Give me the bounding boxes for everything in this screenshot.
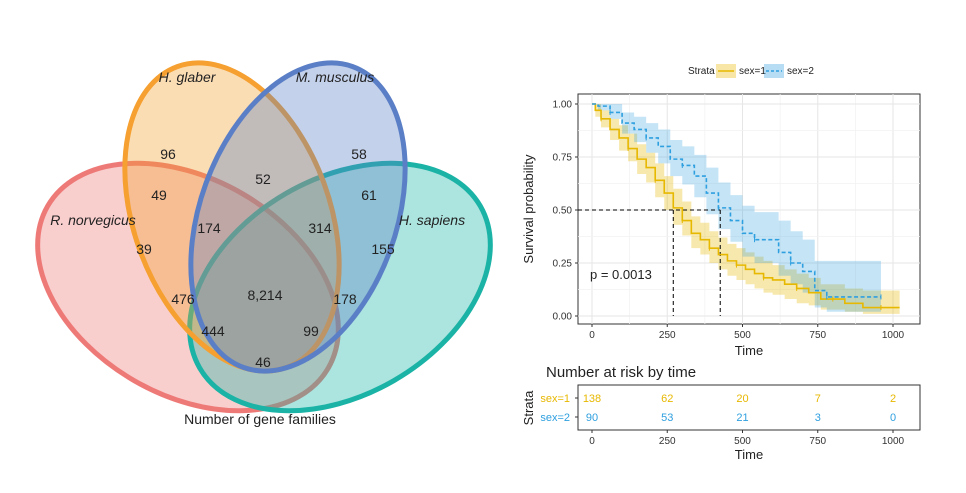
y-tick-label: 0.00 xyxy=(553,312,573,323)
risk-cell: 2 xyxy=(890,393,896,405)
y-axis-ticks: 0.00 0.25 0.50 0.75 1.00 xyxy=(553,100,578,323)
confidence-band-sex1 xyxy=(592,104,900,314)
venn-count-musculus-only: 58 xyxy=(351,146,367,162)
survival-plot: Strata sex=1 sex=2 0.000.250.500.751.00 … xyxy=(521,64,921,358)
venn-count-norvegicus-sapiens: 46 xyxy=(255,354,271,370)
y-tick-label: 1.00 xyxy=(553,100,573,111)
risk-cell: 62 xyxy=(661,393,673,405)
venn-set-label-r-norvegicus: R. norvegicus xyxy=(50,212,136,228)
y-axis-label: Survival probability xyxy=(521,154,536,264)
risk-row-label-sex1: sex=1 xyxy=(540,393,570,405)
venn-caption: Number of gene families xyxy=(184,411,336,427)
venn-count-glaber-norvegicus: 49 xyxy=(151,187,167,203)
p-value-annotation: p = 0.0013 xyxy=(590,267,652,282)
venn-count-glaber-sapiens: 178 xyxy=(333,291,357,307)
x-tick-label: 500 xyxy=(734,330,751,341)
risk-cell: 20 xyxy=(736,393,748,405)
risk-table-strata-label: Strata xyxy=(521,390,536,425)
venn-diagram: H. glaber M. musculus H. sapiens R. norv… xyxy=(35,60,493,427)
risk-table-title: Number at risk by time xyxy=(546,364,696,381)
venn-count-musculus-sapiens: 61 xyxy=(361,187,377,203)
y-tick-label: 0.75 xyxy=(553,153,573,164)
confidence-bands xyxy=(592,104,900,314)
y-tick-label: 0.25 xyxy=(553,259,573,270)
risk-cell: 21 xyxy=(736,412,748,424)
venn-count-musculus-norvegicus: 444 xyxy=(201,323,225,339)
x-tick-label: 1000 xyxy=(882,330,905,341)
venn-count-glaber-only: 96 xyxy=(160,146,176,162)
survival-curve-sex2 xyxy=(592,103,881,298)
risk-cell: 53 xyxy=(661,412,673,424)
venn-count-sapiens-only: 155 xyxy=(371,241,395,257)
x-axis-label: Time xyxy=(735,343,763,358)
risk-row-label-sex2: sex=2 xyxy=(540,412,570,424)
x-tick-label: 0 xyxy=(589,330,595,341)
venn-count-glaber-musculus: 52 xyxy=(255,171,271,187)
venn-set-r-norvegicus xyxy=(35,160,341,414)
risk-cell: 3 xyxy=(815,412,821,424)
risk-x-tick-label: 750 xyxy=(809,436,826,447)
y-tick-label: 0.50 xyxy=(553,206,573,217)
risk-x-axis-ticks: 0 250 500 750 1000 xyxy=(589,430,905,447)
risk-cell: 138 xyxy=(583,393,601,405)
x-tick-label: 750 xyxy=(809,330,826,341)
grid xyxy=(578,94,920,324)
venn-count-glaber-norvegicus-sapiens: 99 xyxy=(303,323,319,339)
risk-x-tick-label: 500 xyxy=(734,436,751,447)
venn-set-label-h-sapiens: H. sapiens xyxy=(399,212,465,228)
risk-table: Number at risk by time Strata sex=1 sex=… xyxy=(521,364,921,462)
risk-x-tick-label: 0 xyxy=(589,436,595,447)
risk-x-tick-label: 1000 xyxy=(882,436,905,447)
venn-count-all-four: 8,214 xyxy=(247,287,282,303)
plot-panel xyxy=(577,93,921,325)
venn-count-norvegicus-only: 39 xyxy=(136,241,152,257)
confidence-band-sex2 xyxy=(592,104,881,312)
risk-table-panel xyxy=(577,384,921,431)
survival-curve-sex1 xyxy=(592,103,900,309)
risk-cell: 7 xyxy=(815,393,821,405)
legend: Strata sex=1 sex=2 xyxy=(688,64,814,78)
risk-x-axis-label: Time xyxy=(735,447,763,462)
risk-x-tick-label: 250 xyxy=(659,436,676,447)
survival-curves xyxy=(592,103,900,311)
x-axis-ticks: 0 250 500 750 1000 xyxy=(589,324,905,341)
venn-set-label-h-glaber: H. glaber xyxy=(159,69,217,85)
venn-count-musculus-norvegicus-sapiens: 476 xyxy=(171,291,195,307)
risk-cells: 138 62 20 7 2 90 53 21 3 0 xyxy=(575,393,896,424)
risk-cell: 90 xyxy=(586,412,598,424)
x-tick-label: 250 xyxy=(659,330,676,341)
venn-count-glaber-musculus-sapiens: 314 xyxy=(308,220,332,236)
risk-cell: 0 xyxy=(890,412,896,424)
venn-count-glaber-musculus-norvegicus: 174 xyxy=(197,220,221,236)
venn-set-m-musculus xyxy=(188,60,408,374)
median-lines xyxy=(578,209,721,316)
legend-entry-sex2: sex=2 xyxy=(787,66,814,77)
legend-title: Strata xyxy=(688,66,715,77)
venn-set-label-m-musculus: M. musculus xyxy=(296,69,375,85)
legend-entry-sex1: sex=1 xyxy=(739,66,766,77)
